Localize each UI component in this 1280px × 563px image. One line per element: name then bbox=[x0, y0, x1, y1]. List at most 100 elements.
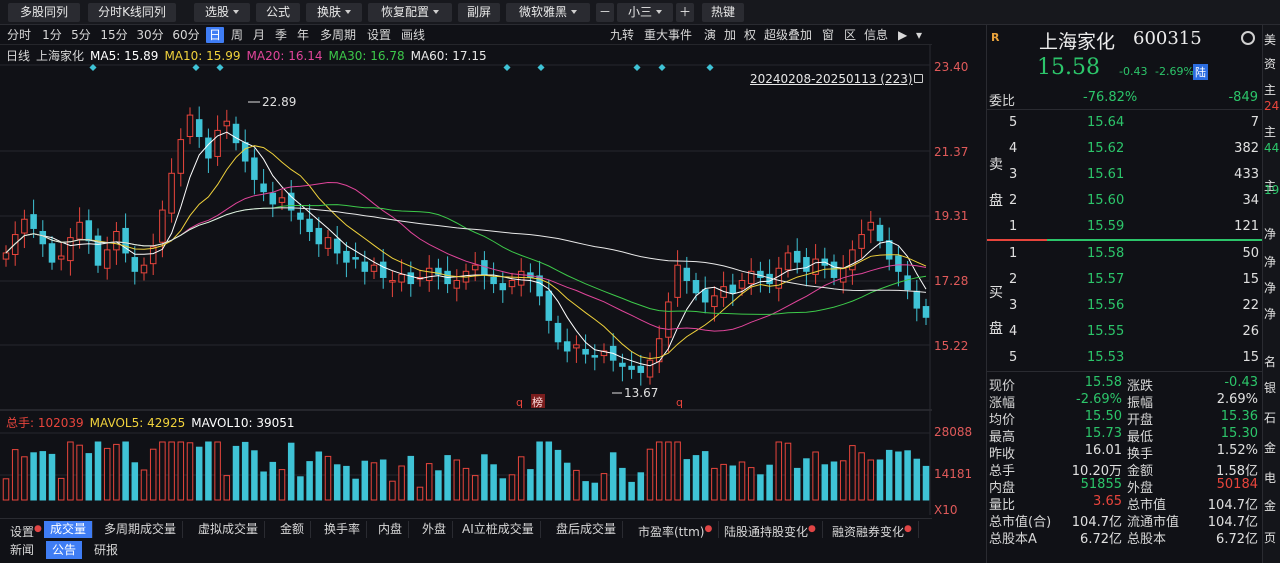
news-tab-1[interactable]: 公告 bbox=[46, 541, 83, 559]
indicator-tabs: 设置● 成交量 多周期成交量 虚拟成交量 金额 换手率 内盘 外盘 AI立桩成交量 盘后成交量 市盈… bbox=[0, 518, 932, 539]
buy-price: 15.57 bbox=[1087, 272, 1125, 287]
toolbar-button-10[interactable]: ＋ bbox=[676, 3, 694, 22]
chart-tool-8[interactable]: 信息 bbox=[864, 28, 889, 42]
period-5[interactable]: 60分 bbox=[172, 28, 200, 42]
volume-bar-38 bbox=[352, 478, 359, 501]
buy-volume: 26 bbox=[1242, 324, 1259, 339]
chart-tool-7[interactable]: 区 bbox=[844, 28, 857, 42]
chart-tool-5[interactable]: 超级叠加 bbox=[764, 28, 813, 42]
period-12[interactable]: 设置 bbox=[366, 28, 391, 42]
indicator-tab-2[interactable]: 多周期成交量 bbox=[98, 521, 184, 538]
toolbar-button-8[interactable]: － bbox=[596, 3, 614, 22]
candle-body-88 bbox=[812, 258, 819, 275]
volume-bar-10 bbox=[94, 441, 102, 501]
lock-icon[interactable] bbox=[914, 74, 923, 83]
stat-value: 104.7亿 bbox=[1207, 498, 1258, 513]
period-2[interactable]: 5分 bbox=[71, 28, 91, 42]
chart-tool-4[interactable]: 权 bbox=[744, 28, 757, 42]
volume-bar-81 bbox=[747, 467, 755, 501]
period-6[interactable]: 日 bbox=[206, 27, 224, 43]
candle-body-70 bbox=[646, 359, 654, 378]
candle-body-14 bbox=[131, 257, 139, 272]
toolbar-button-3[interactable]: 公式 bbox=[256, 3, 300, 22]
volume-bar-90 bbox=[830, 461, 838, 501]
volume-bar-19 bbox=[177, 441, 185, 501]
toolbar-button-0[interactable]: 多股同列 bbox=[8, 3, 80, 22]
stat-value: 15.36 bbox=[1220, 409, 1258, 424]
buy-price: 15.55 bbox=[1087, 324, 1125, 339]
sell-level-4: 1 15.59 121 bbox=[987, 215, 1263, 240]
indicator-tab-6[interactable]: 内盘 bbox=[372, 521, 410, 538]
price-tick-2: 19.31 bbox=[934, 209, 969, 223]
candle-body-68 bbox=[628, 365, 635, 370]
candle-body-81 bbox=[747, 270, 755, 285]
toolbar-button-7[interactable]: 微软雅黑 bbox=[506, 3, 590, 22]
toolbar-button-5[interactable]: 恢复配置 bbox=[368, 3, 452, 22]
volume-bar-42 bbox=[389, 480, 396, 501]
chart-tool-0[interactable]: 九转 bbox=[610, 28, 635, 42]
stat-label: 换手 bbox=[1127, 447, 1154, 462]
toolbar-button-6[interactable]: 副屏 bbox=[458, 3, 500, 22]
indicator-tab-10[interactable]: 市盈率(ttm)● bbox=[632, 521, 720, 539]
ma-item-1: MA10: 15.99 bbox=[164, 49, 241, 63]
sell-volume: 34 bbox=[1242, 193, 1259, 208]
indicator-tab-4[interactable]: 金额 bbox=[274, 521, 312, 538]
toolbar-button-9[interactable]: 小三 bbox=[617, 3, 673, 22]
toolbar-button-11[interactable]: 热键 bbox=[702, 3, 744, 22]
news-tab-2[interactable]: 研报 bbox=[94, 543, 119, 557]
period-3[interactable]: 15分 bbox=[100, 28, 128, 42]
period-1[interactable]: 1分 bbox=[42, 28, 62, 42]
buy-volume: 50 bbox=[1242, 246, 1259, 261]
sell-level-3: 2 15.60 34 bbox=[987, 189, 1263, 214]
toolbar-button-1[interactable]: 分时K线同列 bbox=[88, 3, 176, 22]
chart-tool-1[interactable]: 重大事件 bbox=[644, 28, 693, 42]
news-tab-0[interactable]: 新闻 bbox=[10, 543, 35, 557]
period-4[interactable]: 30分 bbox=[136, 28, 164, 42]
candle-body-98 bbox=[904, 275, 911, 291]
period-10[interactable]: 年 bbox=[296, 28, 309, 42]
stat-value: 10.20万 bbox=[1071, 464, 1122, 479]
period-13[interactable]: 画线 bbox=[400, 28, 425, 42]
period-8[interactable]: 月 bbox=[252, 28, 265, 42]
indicator-tab-12[interactable]: 融资融券变化● bbox=[826, 521, 919, 539]
gear-icon[interactable] bbox=[1241, 31, 1255, 45]
ma10-line bbox=[5, 145, 927, 360]
indicator-tab-5[interactable]: 换手率 bbox=[318, 521, 368, 538]
candle-body-6 bbox=[57, 255, 65, 260]
event-marker-2 bbox=[216, 63, 224, 72]
volume-bar-0 bbox=[2, 478, 10, 501]
period-0[interactable]: 分时 bbox=[6, 28, 31, 42]
indicator-tab-9[interactable]: 盘后成交量 bbox=[550, 521, 624, 538]
period-11[interactable]: 多周期 bbox=[319, 28, 356, 42]
indicator-tab-0[interactable]: 设置● bbox=[4, 521, 49, 539]
toolbar-button-4[interactable]: 换肤 bbox=[306, 3, 362, 22]
chevron-down-icon[interactable]: ▾ bbox=[916, 28, 923, 42]
candle-body-31 bbox=[287, 192, 295, 211]
chart-tool-2[interactable]: 演 bbox=[704, 28, 717, 42]
indicator-tab-3[interactable]: 虚拟成交量 bbox=[192, 521, 266, 538]
red-dot-icon: ● bbox=[704, 524, 713, 534]
volume-bar-36 bbox=[333, 464, 341, 501]
volume-bar-72 bbox=[665, 441, 672, 501]
toolbar-button-2[interactable]: 选股 bbox=[194, 3, 250, 22]
sell-volume: 121 bbox=[1234, 219, 1259, 234]
period-9[interactable]: 季 bbox=[274, 28, 287, 42]
play-icon[interactable]: ▶ bbox=[898, 28, 908, 42]
period-7[interactable]: 周 bbox=[230, 28, 243, 42]
indicator-tab-1[interactable]: 成交量 bbox=[44, 521, 94, 538]
candle-body-35 bbox=[324, 237, 332, 249]
indicator-tab-8[interactable]: AI立桩成交量 bbox=[456, 521, 541, 538]
weibi-value: -76.82% bbox=[1083, 90, 1138, 105]
side-strip-text: 银 bbox=[1264, 381, 1277, 395]
candle-body-10 bbox=[94, 235, 102, 266]
candle-body-53 bbox=[490, 276, 497, 285]
candle-body-19 bbox=[177, 139, 185, 174]
date-range-label[interactable]: 20240208-20250113 (223) bbox=[750, 72, 913, 86]
volume-bar-11 bbox=[103, 447, 111, 501]
chart-tool-3[interactable]: 加 bbox=[724, 28, 737, 42]
indicator-tab-7[interactable]: 外盘 bbox=[416, 521, 454, 538]
buy-level-num: 3 bbox=[1009, 298, 1018, 313]
indicator-tab-11[interactable]: 陆股通持股变化● bbox=[718, 521, 823, 539]
chart-tool-6[interactable]: 窗 bbox=[822, 28, 835, 42]
